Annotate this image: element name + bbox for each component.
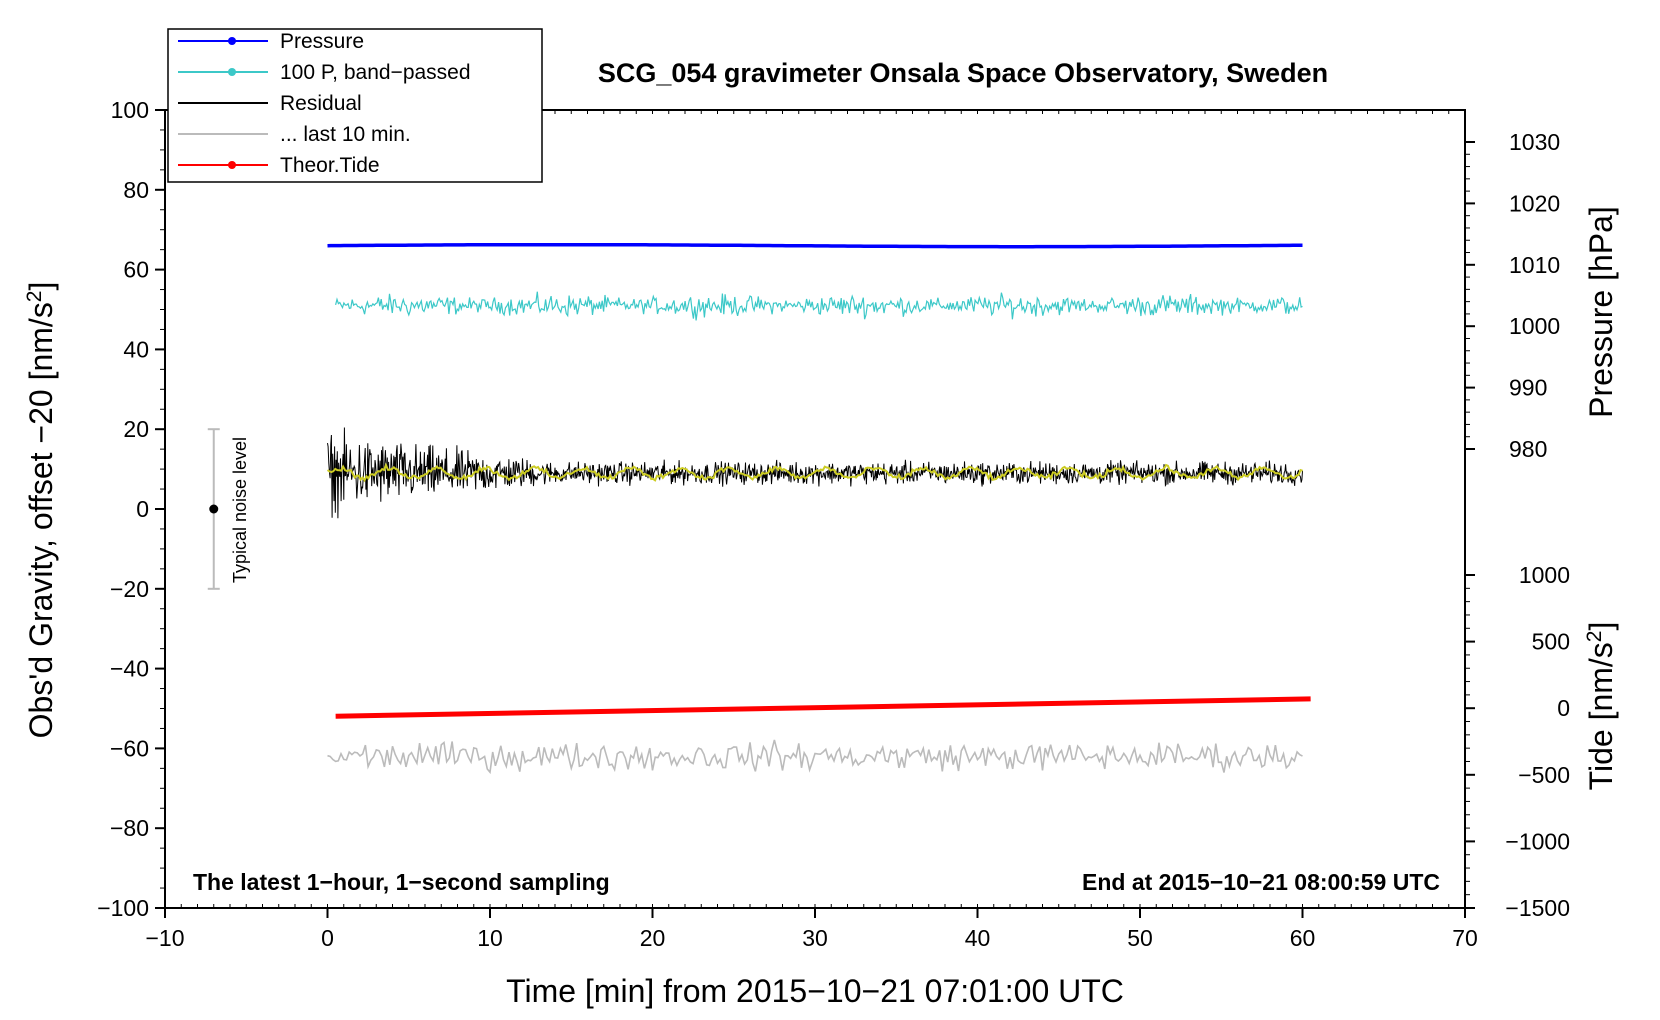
legend-label: Residual <box>280 92 362 115</box>
data-layer <box>207 242 1311 775</box>
x-tick-label: 30 <box>802 925 828 951</box>
series-pressure <box>327 242 1303 249</box>
tide-tick-label: 0 <box>1557 695 1570 721</box>
x-axis-title: Time [min] from 2015−10−21 07:01:00 UTC <box>506 973 1124 1009</box>
y-tick-label: −60 <box>110 735 149 761</box>
sampling-note: The latest 1−hour, 1−second sampling <box>193 869 610 895</box>
legend-label: Pressure <box>280 30 364 53</box>
legend-label: 100 P, band−passed <box>280 61 471 84</box>
end-time-note: End at 2015−10−21 08:00:59 UTC <box>1082 869 1440 895</box>
y-axis-title-close: ] <box>23 282 59 291</box>
series-residual-smoothed <box>326 462 1303 483</box>
y-tick-label: 100 <box>111 97 149 123</box>
series-theoretical-tide <box>335 696 1311 719</box>
pressure-tick-label: 1000 <box>1509 313 1560 339</box>
legend-marker <box>228 68 236 76</box>
y-tick-label: −100 <box>97 895 149 921</box>
tide-axis-title-sup: 2 <box>1583 631 1606 643</box>
tide-tick-label: 1000 <box>1519 562 1570 588</box>
x-tick-label: −10 <box>145 925 184 951</box>
y-tick-label: 40 <box>123 336 149 362</box>
legend-marker <box>228 161 236 169</box>
y-tick-label: −20 <box>110 576 149 602</box>
legend: Pressure 100 P, band−passed Residual ... la… <box>167 28 543 183</box>
legend-label: ... last 10 min. <box>280 123 411 146</box>
axes-layer: −10 0 10 20 30 40 50 60 70−100−80−60−40−20020406… <box>97 97 1570 951</box>
pressure-axis-title: Pressure [hPa] <box>1583 206 1619 418</box>
x-tick-label: 70 <box>1452 925 1478 951</box>
pressure-tick-label: 1020 <box>1509 190 1560 216</box>
text-layer: SCG_054 gravimeter Onsala Space Observat… <box>23 58 1620 1009</box>
pressure-tick-label: 1030 <box>1509 129 1560 155</box>
tide-axis-title-close: ] <box>1583 622 1619 631</box>
noise-bar-center-dot <box>209 504 219 514</box>
chart-title: SCG_054 gravimeter Onsala Space Observat… <box>598 58 1328 88</box>
pressure-tick-label: 980 <box>1509 436 1547 462</box>
x-tick-label: 60 <box>1290 925 1316 951</box>
pressure-tick-label: 1010 <box>1509 252 1560 278</box>
tide-axis-title-main: Tide [nm/s <box>1583 642 1619 790</box>
y-axis-title-main: Obs'd Gravity, offset −20 [nm/s <box>23 302 59 738</box>
y-tick-label: 60 <box>123 257 149 283</box>
y-tick-label: −80 <box>110 815 149 841</box>
y-tick-label: 0 <box>136 496 149 522</box>
tide-tick-label: −1000 <box>1505 828 1570 854</box>
tide-axis-title: Tide [nm/s2] <box>1583 622 1620 791</box>
y-tick-label: 20 <box>123 416 149 442</box>
x-tick-label: 50 <box>1127 925 1153 951</box>
legend-box <box>167 28 543 183</box>
legend-marker <box>228 37 236 45</box>
x-tick-label: 0 <box>321 925 334 951</box>
tide-tick-label: −500 <box>1518 762 1570 788</box>
x-tick-label: 40 <box>965 925 991 951</box>
plot-frame <box>164 109 1466 909</box>
y-axis-title-sup: 2 <box>23 290 46 302</box>
series-last-10-min <box>327 739 1303 775</box>
legend-label: Theor.Tide <box>280 154 380 177</box>
tide-tick-label: 500 <box>1532 629 1570 655</box>
y-axis-title: Obs'd Gravity, offset −20 [nm/s2] <box>23 282 60 739</box>
tide-tick-label: −1500 <box>1505 895 1570 921</box>
noise-level-label: Typical noise level <box>230 437 250 583</box>
series-band-passed-pressure <box>335 291 1303 321</box>
pressure-tick-label: 990 <box>1509 375 1547 401</box>
x-tick-label: 10 <box>477 925 503 951</box>
x-tick-label: 20 <box>640 925 666 951</box>
y-tick-label: −40 <box>110 656 149 682</box>
y-tick-label: 80 <box>123 177 149 203</box>
